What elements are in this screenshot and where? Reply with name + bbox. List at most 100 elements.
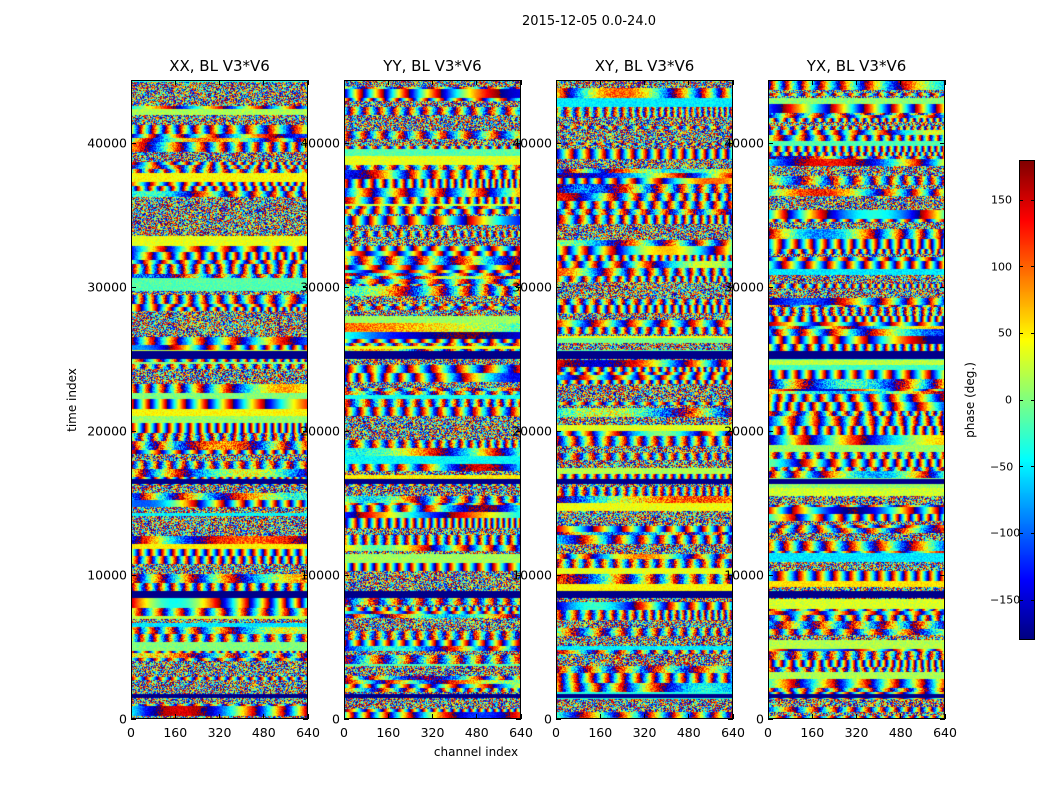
y-tick-label: 0 bbox=[756, 711, 764, 727]
x-tick bbox=[944, 714, 946, 719]
y-tick-label: 0 bbox=[332, 711, 340, 727]
heatmap-image bbox=[344, 80, 521, 719]
y-tick bbox=[556, 718, 561, 720]
y-tick bbox=[768, 142, 773, 144]
colorbar-tick-label: 0 bbox=[1005, 393, 1012, 407]
x-tick bbox=[520, 714, 522, 719]
y-tick bbox=[940, 574, 945, 576]
colorbar-tick bbox=[1031, 466, 1035, 468]
x-tick bbox=[520, 80, 522, 85]
x-tick bbox=[555, 714, 557, 719]
x-tick bbox=[387, 80, 389, 85]
x-tick bbox=[174, 80, 176, 85]
y-tick bbox=[516, 718, 521, 720]
x-tick bbox=[219, 80, 220, 85]
y-tick bbox=[728, 430, 733, 432]
y-tick bbox=[556, 430, 561, 432]
panel-title: XX, BL V3*V6 bbox=[169, 57, 270, 75]
x-tick-label: 0 bbox=[552, 725, 560, 740]
x-tick-label: 480 bbox=[251, 725, 276, 740]
x-tick-label: 320 bbox=[207, 725, 232, 740]
x-tick bbox=[263, 714, 265, 719]
x-tick bbox=[944, 80, 946, 85]
x-tick bbox=[555, 80, 557, 85]
y-tick-label: 20000 bbox=[512, 423, 552, 439]
x-tick bbox=[644, 80, 645, 85]
panel-frame bbox=[131, 80, 308, 719]
y-tick bbox=[303, 718, 308, 720]
heatmap-image bbox=[556, 80, 733, 719]
colorbar-tick bbox=[1019, 532, 1023, 534]
x-tick bbox=[387, 714, 389, 719]
x-tick-label: 0 bbox=[764, 725, 772, 740]
y-tick-label: 10000 bbox=[87, 567, 127, 583]
y-tick bbox=[940, 142, 945, 144]
x-tick-label: 640 bbox=[509, 725, 533, 740]
y-tick bbox=[768, 718, 773, 720]
x-tick-label: 640 bbox=[721, 725, 745, 740]
x-tick bbox=[219, 714, 220, 719]
colorbar-label: phase (deg.) bbox=[963, 362, 977, 438]
colorbar-tick bbox=[1031, 332, 1035, 334]
y-tick bbox=[131, 718, 136, 720]
colorbar-tick bbox=[1019, 332, 1023, 334]
x-tick bbox=[307, 714, 309, 719]
colorbar-tick bbox=[1031, 199, 1035, 201]
x-tick-label: 640 bbox=[933, 725, 957, 740]
y-tick bbox=[303, 574, 308, 576]
y-tick-label: 40000 bbox=[512, 135, 552, 151]
heatmap-panel: XX, BL V3*V6 0 10000 20000 30000 40000 0 160 320… bbox=[87, 57, 320, 740]
x-tick bbox=[688, 714, 690, 719]
x-tick-label: 160 bbox=[588, 725, 613, 740]
colorbar-tick bbox=[1031, 599, 1035, 601]
x-tick bbox=[599, 80, 601, 85]
x-tick bbox=[130, 80, 132, 85]
y-tick-label: 0 bbox=[119, 711, 127, 727]
y-tick bbox=[556, 142, 561, 144]
x-tick bbox=[856, 714, 857, 719]
colorbar-tick-label: 50 bbox=[998, 326, 1012, 340]
y-tick bbox=[940, 430, 945, 432]
y-axis-label: time index bbox=[65, 368, 79, 432]
y-tick bbox=[344, 574, 349, 576]
y-tick bbox=[344, 430, 349, 432]
colorbar-tick-label: −100 bbox=[990, 526, 1021, 540]
y-tick bbox=[131, 142, 136, 144]
panel-frame bbox=[556, 80, 733, 719]
figure-title: 2015-12-05 0.0-24.0 bbox=[522, 14, 656, 29]
x-tick-label: 0 bbox=[340, 725, 348, 740]
y-tick bbox=[131, 430, 136, 432]
y-tick bbox=[344, 142, 349, 144]
colorbar-tick bbox=[1019, 199, 1023, 201]
x-tick bbox=[476, 80, 478, 85]
y-tick bbox=[556, 574, 561, 576]
x-tick bbox=[644, 714, 645, 719]
panel-frame bbox=[768, 80, 945, 719]
y-tick-label: 20000 bbox=[724, 423, 764, 439]
y-tick bbox=[344, 286, 349, 288]
y-tick bbox=[728, 718, 733, 720]
y-tick-label: 40000 bbox=[300, 135, 340, 151]
y-tick-label: 0 bbox=[544, 711, 552, 727]
colorbar-tick bbox=[1019, 599, 1023, 601]
y-tick-label: 20000 bbox=[300, 423, 340, 439]
colorbar-tick bbox=[1019, 266, 1023, 268]
x-tick-label: 320 bbox=[844, 725, 869, 740]
heatmap-panel: XY, BL V3*V6 0 10000 20000 30000 40000 0 160 320… bbox=[512, 57, 745, 740]
colorbar-tick bbox=[1031, 532, 1035, 534]
x-tick bbox=[900, 714, 902, 719]
x-tick bbox=[767, 80, 769, 85]
y-tick bbox=[303, 430, 308, 432]
colorbar-tick bbox=[1019, 399, 1023, 401]
x-tick-label: 0 bbox=[127, 725, 135, 740]
y-tick bbox=[131, 286, 136, 288]
x-tick bbox=[767, 714, 769, 719]
x-tick bbox=[343, 80, 345, 85]
y-tick bbox=[516, 142, 521, 144]
x-tick-label: 480 bbox=[676, 725, 701, 740]
y-tick bbox=[516, 574, 521, 576]
heatmap-panel: YY, BL V3*V6 0 10000 20000 30000 40000 0 160 320… bbox=[300, 57, 533, 740]
y-tick bbox=[516, 286, 521, 288]
y-tick-label: 30000 bbox=[300, 279, 340, 295]
y-tick bbox=[556, 286, 561, 288]
